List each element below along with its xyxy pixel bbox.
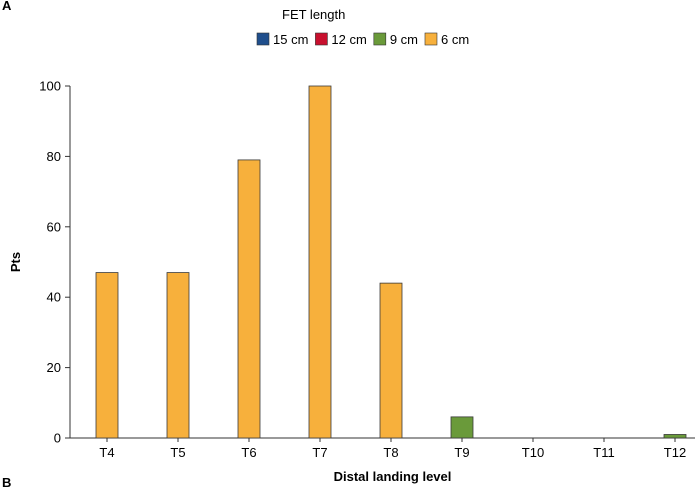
legend-swatch [315, 32, 328, 46]
legend-label: 6 cm [441, 32, 469, 47]
y-tick-label: 40 [47, 290, 61, 305]
legend-item: 9 cm [373, 32, 418, 47]
bar-t6-6cm [237, 159, 261, 439]
x-axis: T4 T5 T6 T7 T8 T9 T10 T11 T12 Distal landing lev… [70, 437, 695, 484]
bar-t9-9cm [450, 416, 474, 439]
bar-t12-9cm [663, 434, 687, 439]
x-tick-label: T6 [241, 445, 256, 460]
panel-label: A [2, 0, 12, 13]
y-tick-label: 0 [54, 431, 61, 446]
legend-items: 15 cm 12 cm 9 cm 6 cm [256, 32, 469, 47]
bar-t8-6cm [379, 282, 403, 439]
legend-label: 15 cm [273, 32, 308, 47]
y-tick-label: 20 [47, 360, 61, 375]
legend-title: FET length [282, 7, 345, 22]
x-tick-label: T8 [383, 445, 398, 460]
x-axis-title: Distal landing level [334, 469, 452, 484]
x-tick-label: T11 [593, 445, 614, 460]
legend-swatch [424, 32, 438, 46]
bar-t5-6cm [166, 272, 190, 439]
x-tick-label: T9 [454, 445, 469, 460]
y-tick-label: 80 [47, 149, 61, 164]
legend-item: 6 cm [424, 32, 469, 47]
y-tick-label: 100 [39, 79, 61, 94]
x-tick-label: T10 [522, 445, 544, 460]
legend-swatch [256, 32, 270, 46]
legend-item: 12 cm [315, 32, 367, 47]
legend-item: 15 cm [256, 32, 308, 47]
bar-t4-6cm [95, 272, 119, 439]
y-ticks: 0 20 40 60 80 100 [39, 79, 70, 446]
x-tick-label: T5 [170, 445, 185, 460]
x-tick-label: T12 [664, 445, 686, 460]
next-panel-label: B [2, 475, 11, 488]
bar-t7-6cm [308, 85, 332, 439]
x-ticks: T4 T5 T6 T7 T8 T9 T10 T11 T12 [99, 438, 686, 460]
legend-swatch [373, 32, 387, 46]
y-axis: 0 20 40 60 80 100 Pts [8, 79, 71, 446]
legend-label: 9 cm [390, 32, 418, 47]
x-tick-label: T4 [99, 445, 114, 460]
bars [95, 85, 687, 439]
y-axis-title: Pts [8, 252, 23, 272]
x-tick-label: T7 [312, 445, 327, 460]
y-tick-label: 60 [47, 219, 61, 234]
legend: FET length 15 cm 12 cm 9 cm 6 cm [256, 7, 469, 47]
legend-label: 12 cm [331, 32, 366, 47]
